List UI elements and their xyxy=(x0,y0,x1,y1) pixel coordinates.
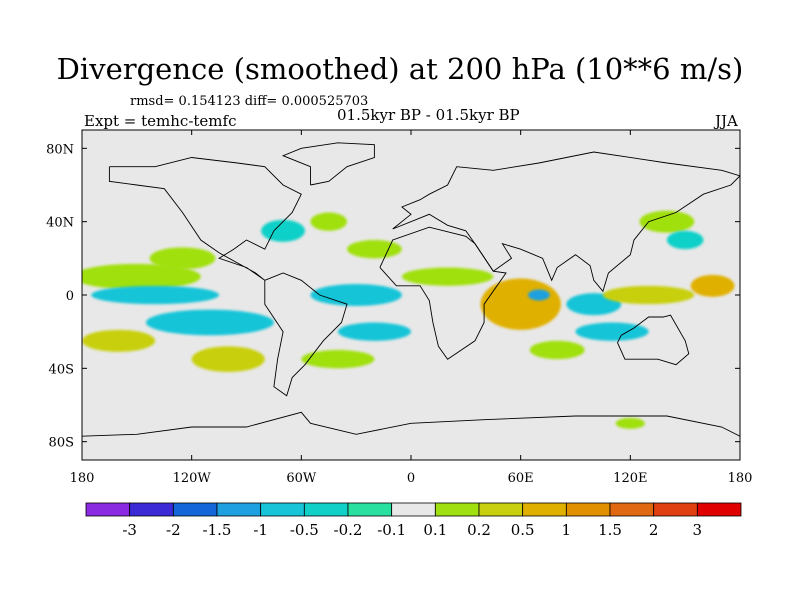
colorbar-swatch xyxy=(347,502,393,517)
y-tick-label: 40S xyxy=(49,362,74,377)
x-tick-label: 0 xyxy=(407,471,415,486)
colorbar-swatch xyxy=(522,502,567,517)
x-tick-label: 60E xyxy=(508,471,534,486)
anomaly-south-atlantic-pos xyxy=(301,350,375,369)
coastline-antarctica xyxy=(82,411,740,437)
coastline-eurasia xyxy=(392,151,740,293)
y-tick-label: 80S xyxy=(49,436,74,451)
anomaly-africa-pos xyxy=(401,267,494,286)
colorbar-label: 0.1 xyxy=(423,521,447,539)
colorbar-swatch xyxy=(391,502,436,517)
x-tick-label: 180 xyxy=(70,471,95,486)
anomaly-indian-ocean-pos-core xyxy=(480,278,561,330)
anomaly-atlantic-pos-east xyxy=(347,240,402,259)
anomaly-south-indian-pos xyxy=(529,340,585,360)
colorbar-label: -0.1 xyxy=(377,521,406,539)
anomaly-atlantic-pos-north xyxy=(310,212,348,231)
coastline-africa xyxy=(379,226,507,360)
colorbar-label: 3 xyxy=(693,521,703,539)
colorbar-label: -0.2 xyxy=(334,521,363,539)
colorbar-swatch xyxy=(653,502,698,517)
colorbar-label: -0.5 xyxy=(290,521,319,539)
anomaly-indian-ocean-neg xyxy=(527,289,550,301)
season-label: JJA xyxy=(715,112,738,130)
anomaly-south-pacific-neg xyxy=(145,309,274,336)
colorbar-label: 1 xyxy=(562,521,572,539)
rmsd-diff-stats: rmsd= 0.154123 diff= 0.000525703 xyxy=(130,94,369,109)
colorbar-label: 1.5 xyxy=(598,521,622,539)
colorbar-label: -3 xyxy=(122,521,137,539)
colorbar-swatch xyxy=(434,502,480,517)
colorbar-swatch xyxy=(478,502,524,517)
colorbar-swatch xyxy=(216,502,262,517)
colorbar-swatch xyxy=(172,502,218,517)
anomaly-atlantic-neg-north xyxy=(261,219,305,242)
colorbar-label: -1.5 xyxy=(203,521,232,539)
coastlines xyxy=(82,142,740,437)
colorbar-label: -1 xyxy=(253,521,268,539)
anomaly-east-asia-pos xyxy=(639,210,695,233)
coastline-north-america xyxy=(108,157,302,281)
y-tick-label: 80N xyxy=(46,142,74,157)
colorbar-swatch xyxy=(696,502,742,517)
anomaly-maritime-continent-pos xyxy=(602,285,695,305)
anomaly-south-indian-neg xyxy=(575,322,649,341)
anomaly-south-pacific-pos xyxy=(82,329,156,352)
anomaly-field xyxy=(82,210,735,429)
y-tick-label: 40N xyxy=(46,216,74,231)
colorbar-swatch xyxy=(609,502,655,517)
anomaly-west-pacific-pos xyxy=(690,274,735,297)
x-tick-label: 120E xyxy=(613,471,647,486)
colorbar-swatch xyxy=(260,502,305,517)
coastline-south-america xyxy=(264,272,348,397)
colorbar-label: 2 xyxy=(649,521,659,539)
colorbar-swatch xyxy=(129,502,174,517)
anomaly-south-atlantic-neg xyxy=(337,322,412,341)
colorbar-swatch xyxy=(565,502,611,517)
x-tick-label: 60W xyxy=(286,471,317,486)
x-tick-label: 180 xyxy=(728,471,753,486)
period-label: 01.5kyr BP - 01.5kyr BP xyxy=(337,106,520,124)
anomaly-itcz-band-west-pacific xyxy=(82,263,201,290)
colorbar-swatch xyxy=(303,502,349,517)
anomaly-south-pacific-pos-2 xyxy=(191,346,265,372)
anomaly-trop-pacific-neg xyxy=(91,285,220,305)
colorbar-swatch xyxy=(85,502,131,517)
y-tick-label: 0 xyxy=(66,289,74,304)
chart-title: Divergence (smoothed) at 200 hPa (10**6 … xyxy=(56,52,744,86)
coastline-australia xyxy=(617,314,690,366)
anomaly-antarctic-pos xyxy=(615,417,645,429)
colorbar-label: 0.5 xyxy=(511,521,535,539)
colorbar-label: -2 xyxy=(166,521,181,539)
anomaly-east-asia-neg xyxy=(666,230,704,250)
colorbar: -3 -2 -1.5 -1 -0.5 -0.2 -0.1 0.1 0.2 0.5 1 1.5 2 3 xyxy=(85,502,742,539)
experiment-label: Expt = temhc-temfc xyxy=(84,112,237,130)
colorbar-label: 0.2 xyxy=(467,521,491,539)
anomaly-trop-atlantic-neg xyxy=(310,284,402,306)
x-tick-label: 120W xyxy=(173,471,212,486)
coastline-greenland xyxy=(281,142,375,186)
anomaly-north-pacific-anomaly xyxy=(149,247,216,270)
